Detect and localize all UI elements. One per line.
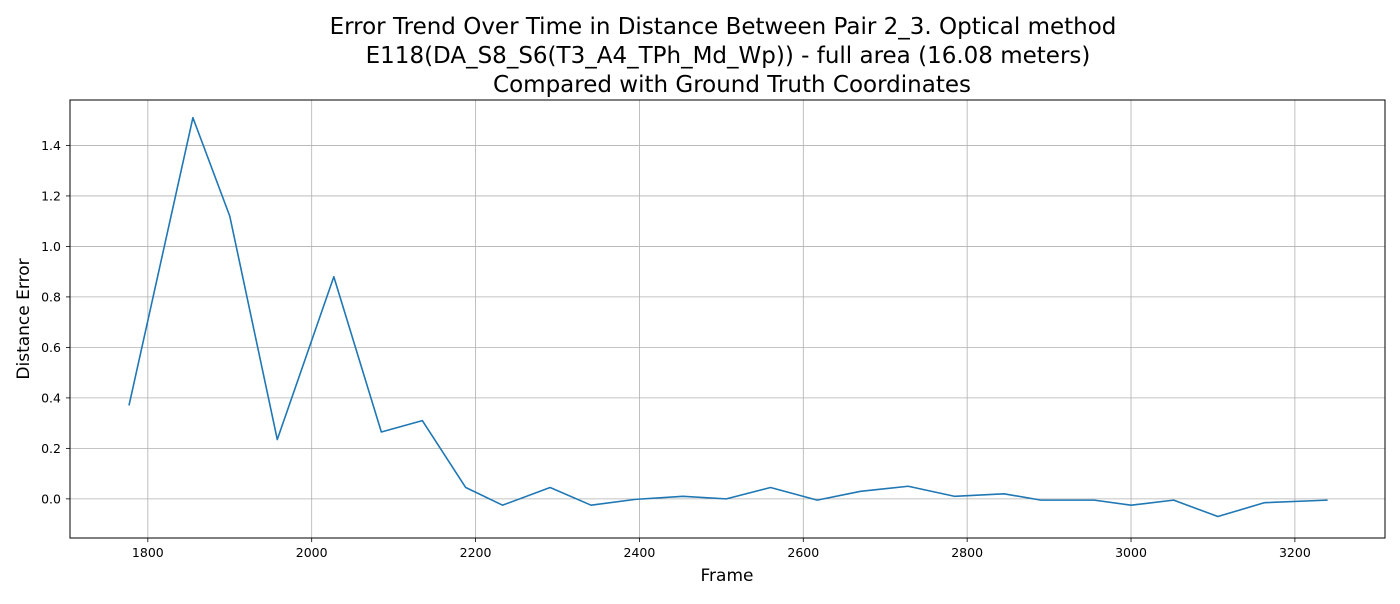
x-tick-label: 2000	[296, 545, 328, 560]
y-axis-label: Distance Error	[14, 258, 34, 379]
y-tick-label: 0.0	[41, 491, 61, 506]
series-lines	[128, 116, 1328, 518]
chart-title-line-1: Error Trend Over Time in Distance Betwee…	[330, 14, 1117, 40]
y-tick-label: 0.4	[41, 390, 61, 405]
plot-area	[70, 100, 1385, 538]
y-axis-ticks: 0.0 0.2 0.4 0.6 0.8 1.0 1.2 1.4	[41, 138, 70, 506]
y-tick-label: 0.6	[41, 340, 61, 355]
y-tick-label: 1.4	[41, 138, 61, 153]
x-axis-label: Frame	[701, 566, 754, 586]
x-tick-label: 2200	[460, 545, 492, 560]
chart-title-line-3: Compared with Ground Truth Coordinates	[493, 72, 971, 98]
y-tick-label: 0.2	[41, 441, 61, 456]
x-tick-label: 3200	[1279, 545, 1311, 560]
x-axis-ticks: 1800 2000 2200 2400 2600 2800 3000 3200	[132, 538, 1311, 560]
y-tick-label: 0.8	[41, 289, 61, 304]
x-tick-label: 2600	[787, 545, 819, 560]
x-tick-label: 1800	[132, 545, 164, 560]
x-tick-label: 3000	[1115, 545, 1147, 560]
grid	[70, 100, 1385, 538]
y-tick-label: 1.0	[41, 239, 61, 254]
x-tick-label: 2400	[624, 545, 656, 560]
y-tick-label: 1.2	[41, 188, 61, 203]
x-tick-label: 2800	[951, 545, 983, 560]
chart-title-line-2: E118(DA_S8_S6(T3_A4_TPh_Md_Wp)) - full a…	[366, 43, 1091, 69]
plot-frame	[69, 99, 1386, 539]
series-line	[128, 116, 1328, 518]
chart-title: Error Trend Over Time in Distance Betwee…	[330, 14, 1117, 98]
